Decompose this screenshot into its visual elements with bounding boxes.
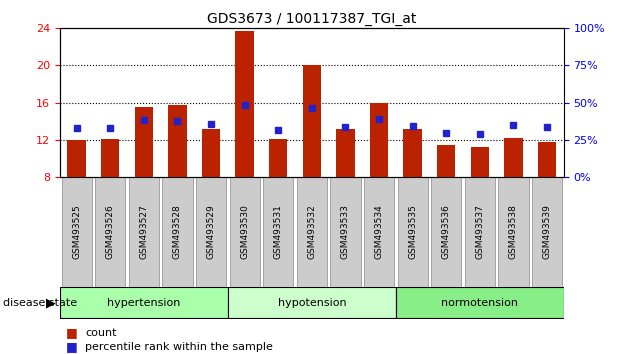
FancyBboxPatch shape: [498, 177, 529, 287]
Text: GSM493536: GSM493536: [442, 204, 450, 259]
Bar: [269, 139, 287, 177]
Bar: [101, 139, 120, 177]
Text: hypotension: hypotension: [278, 298, 346, 308]
Bar: [370, 103, 388, 177]
FancyBboxPatch shape: [129, 177, 159, 287]
FancyBboxPatch shape: [95, 177, 125, 287]
Text: GSM493538: GSM493538: [509, 204, 518, 259]
Text: count: count: [85, 328, 117, 338]
Text: GSM493525: GSM493525: [72, 205, 81, 259]
Text: GSM493531: GSM493531: [274, 204, 283, 259]
Bar: [202, 129, 220, 177]
Bar: [236, 31, 254, 177]
Bar: [67, 140, 86, 177]
Text: disease state: disease state: [3, 298, 77, 308]
FancyBboxPatch shape: [229, 177, 260, 287]
FancyBboxPatch shape: [396, 287, 564, 318]
FancyBboxPatch shape: [431, 177, 461, 287]
Text: ■: ■: [66, 341, 78, 353]
Text: GSM493532: GSM493532: [307, 205, 316, 259]
Text: GSM493537: GSM493537: [476, 204, 484, 259]
Text: GSM493535: GSM493535: [408, 204, 417, 259]
Bar: [504, 138, 523, 177]
Text: GSM493534: GSM493534: [375, 205, 384, 259]
Bar: [168, 104, 186, 177]
Text: GSM493539: GSM493539: [542, 204, 551, 259]
FancyBboxPatch shape: [465, 177, 495, 287]
Text: ■: ■: [66, 326, 78, 339]
Bar: [471, 147, 489, 177]
Text: percentile rank within the sample: percentile rank within the sample: [85, 342, 273, 352]
FancyBboxPatch shape: [532, 177, 562, 287]
Text: GSM493527: GSM493527: [139, 205, 148, 259]
Text: GSM493528: GSM493528: [173, 205, 182, 259]
FancyBboxPatch shape: [163, 177, 193, 287]
FancyBboxPatch shape: [297, 177, 327, 287]
Text: ▶: ▶: [45, 296, 55, 309]
FancyBboxPatch shape: [398, 177, 428, 287]
FancyBboxPatch shape: [228, 287, 396, 318]
FancyBboxPatch shape: [364, 177, 394, 287]
FancyBboxPatch shape: [263, 177, 294, 287]
Text: GSM493530: GSM493530: [240, 204, 249, 259]
Bar: [302, 65, 321, 177]
Text: normotension: normotension: [442, 298, 518, 308]
Bar: [538, 142, 556, 177]
Bar: [437, 145, 455, 177]
FancyBboxPatch shape: [196, 177, 226, 287]
Bar: [135, 107, 153, 177]
Text: hypertension: hypertension: [107, 298, 181, 308]
Text: GSM493529: GSM493529: [207, 205, 215, 259]
FancyBboxPatch shape: [330, 177, 360, 287]
Text: GSM493533: GSM493533: [341, 204, 350, 259]
Bar: [336, 129, 355, 177]
Bar: [403, 129, 422, 177]
Text: GSM493526: GSM493526: [106, 205, 115, 259]
FancyBboxPatch shape: [60, 287, 228, 318]
FancyBboxPatch shape: [62, 177, 92, 287]
Title: GDS3673 / 100117387_TGI_at: GDS3673 / 100117387_TGI_at: [207, 12, 416, 26]
